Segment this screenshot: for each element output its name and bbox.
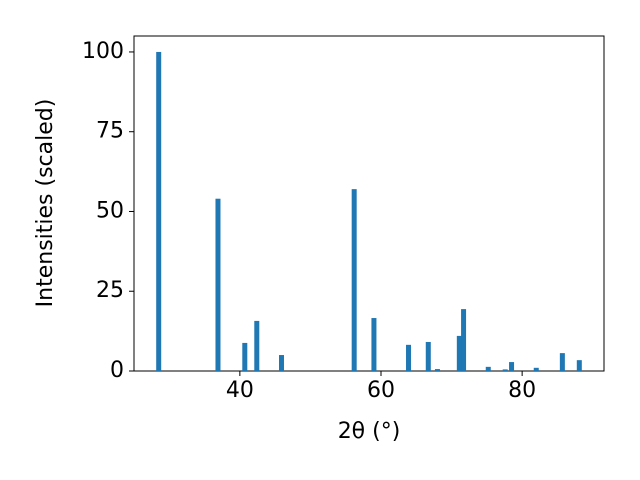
y-tick-label: 25 [96,278,124,303]
x-tick-label: 40 [226,378,254,403]
bar [509,362,515,371]
y-axis-label: Intensities (scaled) [33,99,58,308]
bar [215,198,221,371]
y-tick-label: 100 [82,39,124,64]
bar [559,353,565,371]
bar [485,366,491,371]
bar [156,51,162,371]
bar [456,335,462,371]
y-tick-label: 75 [96,119,124,144]
bar [371,318,377,371]
bar [533,367,539,371]
bar [576,360,582,371]
bar [425,341,431,371]
y-tick-label: 50 [96,198,124,223]
y-tick-label: 0 [110,358,124,383]
bar [242,342,248,371]
bar [434,369,440,371]
bar [254,320,260,371]
bar [351,189,357,371]
plot-frame [133,35,605,372]
bar [502,369,508,371]
x-axis-label: 2θ (°) [338,419,401,444]
x-tick-label: 80 [508,378,536,403]
x-tick-label: 60 [367,378,395,403]
bar [461,309,467,371]
bar [406,344,412,371]
bar [278,355,284,371]
